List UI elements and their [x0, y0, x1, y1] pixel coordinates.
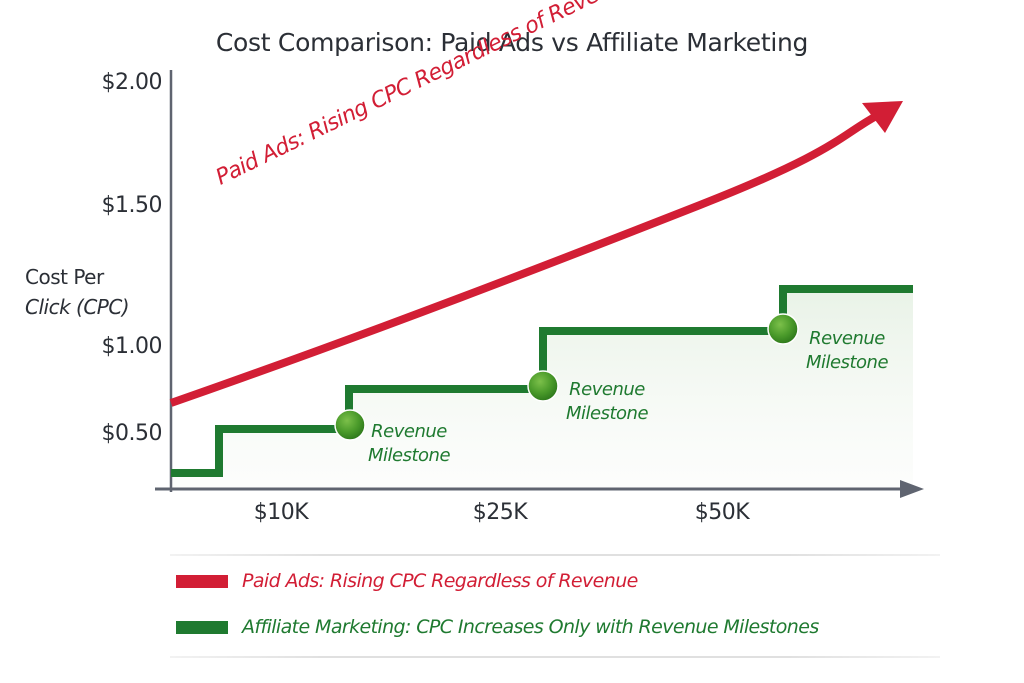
milestone-dot-3 [767, 313, 799, 345]
milestone-3-line-2: Milestone [806, 352, 889, 373]
y-tick-1-50: $1.50 [101, 193, 163, 218]
x-axis-arrow-icon [900, 480, 924, 498]
affiliate-step-line [171, 285, 913, 477]
chart-legend: Paid Ads: Rising CPC Regardless of Reven… [170, 554, 940, 658]
y-tick-2-00: $2.00 [101, 70, 163, 95]
legend-item-affiliate: Affiliate Marketing: CPC Increases Only … [176, 616, 819, 638]
y-axis-label-line-1: Cost Per [25, 265, 104, 289]
legend-label-paid-ads: Paid Ads: Rising CPC Regardless of Reven… [242, 570, 638, 592]
milestone-annotation-1: Revenue Milestone [368, 420, 451, 468]
legend-swatch-green [176, 620, 228, 634]
milestone-annotation-2: Revenue Milestone [566, 378, 649, 426]
milestone-1-line-2: Milestone [368, 445, 451, 466]
chart-title: Cost Comparison: Paid Ads vs Affiliate M… [215, 28, 809, 57]
milestone-1-line-1: Revenue [371, 421, 447, 442]
milestone-2-line-1: Revenue [569, 379, 645, 400]
y-axis-label-line-2: Click (CPC) [25, 295, 130, 319]
x-tick-10k: $10K [253, 500, 309, 525]
legend-divider-bottom [170, 656, 940, 658]
y-tick-0-50: $0.50 [101, 421, 163, 446]
milestone-3-line-1: Revenue [809, 328, 885, 349]
legend-label-affiliate: Affiliate Marketing: CPC Increases Only … [242, 616, 819, 638]
legend-item-paid-ads: Paid Ads: Rising CPC Regardless of Reven… [176, 570, 638, 592]
legend-swatch-red [176, 574, 228, 588]
legend-divider-top [170, 554, 940, 556]
milestone-annotation-3: Revenue Milestone [806, 327, 889, 375]
paid-ads-arrowhead-icon [862, 101, 903, 133]
milestone-dot-2 [527, 370, 559, 402]
milestone-2-line-2: Milestone [566, 403, 649, 424]
milestone-dot-1 [334, 409, 366, 441]
y-axis-label: Cost Per Click (CPC) [25, 262, 130, 322]
x-tick-25k: $25K [472, 500, 528, 525]
x-tick-50k: $50K [694, 500, 750, 525]
paid-ads-curve [169, 110, 882, 407]
y-tick-1-00: $1.00 [101, 334, 163, 359]
